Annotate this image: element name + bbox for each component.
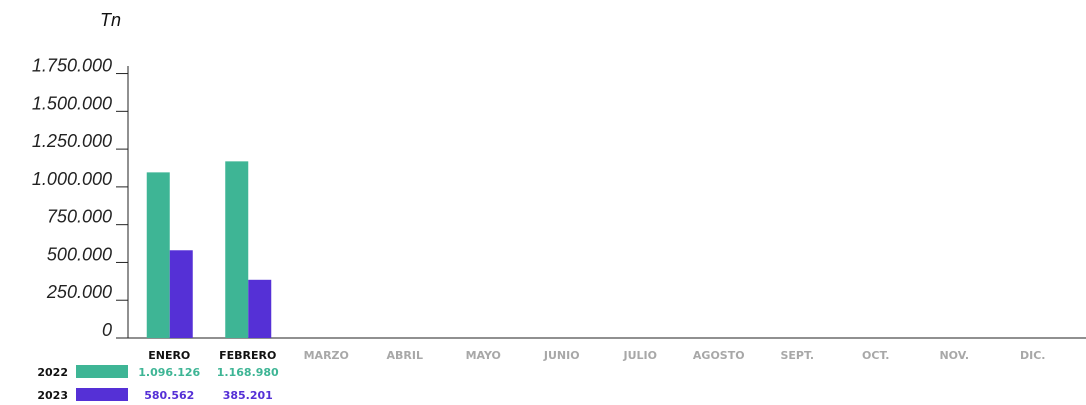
bar-2022-enero [146,172,170,338]
y-tick-label: 1.500.000 [32,93,112,113]
y-unit-label: Tn [100,10,122,30]
y-tick-label: 250.000 [46,282,112,302]
month-label: MAYO [466,349,501,362]
month-label: DIC. [1020,349,1045,362]
month-label: OCT. [862,349,889,362]
value-label: 1.096.126 [138,366,200,379]
month-label: ABRIL [387,349,423,362]
y-tick-label: 1.750.000 [32,56,112,76]
month-label: JULIO [623,349,657,362]
value-label: 1.168.980 [217,366,279,379]
legend-label-2022: 2022 [37,366,68,379]
legend-swatch-2023 [76,388,128,401]
value-label: 385.201 [223,389,273,402]
bar-2023-febrero [248,279,272,338]
legend-swatch-2022 [76,365,128,378]
bar-2023-enero [169,250,193,338]
month-label: SEPT. [780,349,814,362]
y-tick-label: 500.000 [47,244,112,264]
y-tick-label: 1.000.000 [32,169,112,189]
y-tick-label: 1.250.000 [32,131,112,151]
month-label: AGOSTO [693,349,745,362]
month-label: JUNIO [543,349,580,362]
month-label: ENERO [148,349,190,362]
month-label: FEBRERO [219,349,276,362]
y-tick-label: 0 [102,320,112,340]
month-label: NOV. [939,349,969,362]
value-label: 580.562 [144,389,194,402]
legend-label-2023: 2023 [37,389,68,402]
y-tick-label: 750.000 [47,207,112,227]
month-label: MARZO [304,349,349,362]
bar-2022-febrero [225,161,249,338]
